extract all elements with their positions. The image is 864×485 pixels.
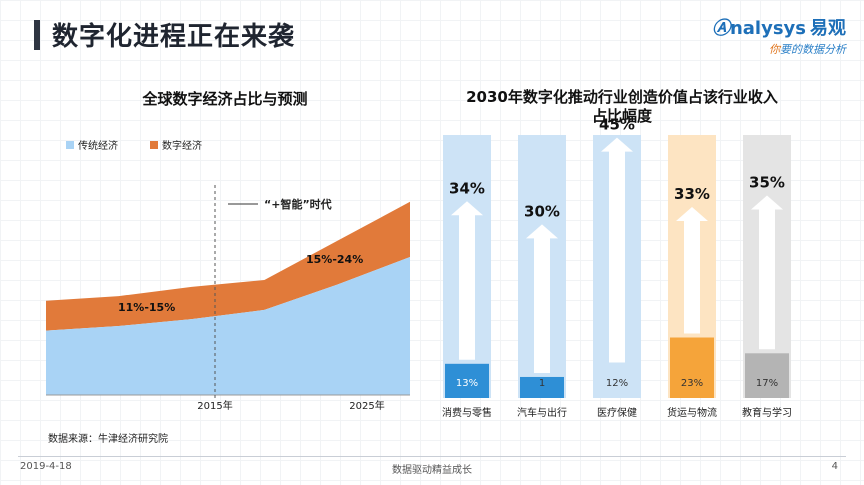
footer-date: 2019-4-18 [20,461,72,472]
area-chart-title: 全球数字经济占比与预测 [142,90,308,108]
top-value-label-3: 33% [674,185,710,203]
growth-arrow-3 [676,207,708,334]
base-bar-label-2: 12% [606,378,628,389]
growth-arrow-4 [751,195,783,350]
bar-chart-title: 2030年数字化推动行业创造价值占该行业收入 占比幅度 [466,88,778,125]
digital-economy-area [46,201,410,331]
footer-slogan: 数据驱动精益成长 [392,465,472,476]
top-value-label-0: 34% [449,179,485,197]
logo-tagline-first: 你 [769,43,780,56]
traditional-economy-area [46,257,410,395]
base-bar-label-0: 13% [456,378,478,389]
category-label-0: 消费与零售 [442,406,492,419]
legend-label-digital: 数字经济 [162,139,202,152]
footer-divider [18,456,846,457]
growth-arrow-2 [601,137,633,363]
base-bar-0 [445,363,489,398]
base-bar-label-1: 1 [539,378,545,389]
legend-swatch-digital [150,141,158,149]
logo-en-text: nalysys [729,18,806,39]
logo-mark-icon: Ⓐ [711,18,730,39]
base-bar-2 [595,366,639,398]
base-bar-1 [520,376,564,398]
data-source-note: 数据来源：牛津经济研究院 [48,434,168,445]
growth-arrow-1 [526,224,558,373]
top-value-label-1: 30% [524,202,560,220]
title-accent-bar [34,20,40,50]
era-label: “+智能”时代 [264,197,332,211]
annotation-2015-range: 11%-15% [118,301,175,314]
category-label-4: 教育与学习 [742,406,792,419]
page-title: 数字化进程正在来袭 [52,22,296,52]
analysys-logo: Ⓐnalysys 易观 你要的数据分析 [712,14,846,57]
annotation-2025-range: 15%-24% [306,253,363,266]
category-label-2: 医疗保健 [597,406,637,419]
logo-cn-text: 易观 [810,18,846,39]
base-bar-4 [745,353,789,398]
legend-label-traditional: 传统经济 [78,139,118,152]
logo-tagline-rest: 要的数据分析 [780,43,846,56]
base-bar-3 [670,337,714,398]
growth-arrow-0 [451,201,483,360]
category-label-1: 汽车与出行 [517,406,567,419]
x-tick-2015: 2015年 [197,399,232,412]
base-bar-label-3: 23% [681,378,703,389]
footer-page-number: 4 [831,461,838,472]
top-value-label-4: 35% [749,173,785,191]
top-value-label-2: 45% [599,116,635,134]
base-bar-label-4: 17% [756,378,778,389]
legend-swatch-traditional [66,141,74,149]
category-label-3: 货运与物流 [667,406,717,419]
x-tick-2025: 2025年 [349,399,384,412]
